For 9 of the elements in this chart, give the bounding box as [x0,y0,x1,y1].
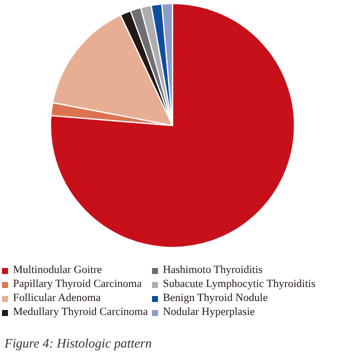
legend-label: Papillary Thyroid Carcinoma [13,278,142,290]
legend-label: Follicular Adenoma [13,292,101,304]
legend-label: Nodular Hyperplasie [162,306,255,318]
legend-label: Medullary Thyroid Carcinoma [13,306,148,318]
legend-label: Multinodular Goitre [13,264,102,276]
legend-label: Benign Thyroid Nodule [162,292,268,304]
legend-label: Subacute Lymphocytic Thyroiditis [162,278,316,290]
caption: Figure 4: Histologic pattern [4,336,152,350]
legend-label: Hashimoto Thyroiditis [162,264,263,276]
